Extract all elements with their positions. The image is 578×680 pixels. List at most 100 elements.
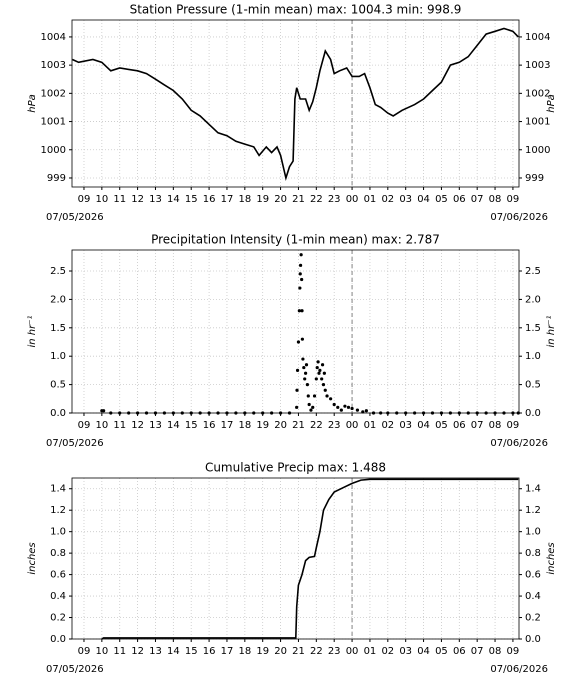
- y-tick-label: 1.0: [525, 527, 541, 538]
- data-point: [379, 411, 383, 415]
- x-tick-label: 14: [167, 194, 180, 205]
- data-point: [439, 411, 444, 415]
- data-point: [457, 411, 461, 415]
- data-point: [315, 365, 319, 370]
- y-tick-label: 999: [525, 173, 544, 184]
- data-point: [361, 410, 365, 414]
- x-tick-label: 18: [238, 646, 251, 657]
- data-point: [180, 411, 184, 415]
- x-tick-label: 13: [149, 194, 162, 205]
- y-tick-label: 1003: [525, 60, 550, 71]
- data-point: [511, 411, 515, 415]
- data-point: [304, 363, 309, 367]
- data-point: [225, 411, 229, 415]
- y-tick-label: 2.0: [50, 294, 66, 305]
- data-point: [305, 383, 309, 387]
- x-tick-label: 11: [113, 646, 126, 657]
- data-point: [109, 411, 113, 415]
- data-point: [350, 406, 354, 411]
- x-tick-label: 16: [203, 194, 216, 205]
- data-point: [364, 409, 368, 413]
- data-point: [300, 277, 304, 282]
- x-tick-label: 03: [399, 646, 412, 657]
- x-tick-label: 02: [381, 194, 394, 205]
- y-axis-label: in hr⁻¹: [27, 315, 38, 347]
- y-tick-label: 2.5: [525, 266, 541, 277]
- x-tick-label: 17: [221, 194, 234, 205]
- x-tick-label: 00: [346, 420, 359, 431]
- date-label: 07/06/2026: [490, 664, 548, 675]
- x-tick-label: 03: [399, 420, 412, 431]
- y-tick-label: 0.8: [525, 548, 541, 559]
- data-point: [171, 411, 175, 415]
- data-point: [312, 394, 317, 398]
- data-point: [296, 340, 301, 344]
- x-tick-label: 02: [381, 646, 394, 657]
- data-point: [316, 360, 320, 364]
- y-tick-label: 1.0: [50, 351, 66, 362]
- data-point: [295, 388, 299, 392]
- x-tick-label: 15: [185, 646, 198, 657]
- x-tick-label: 19: [256, 646, 269, 657]
- x-tick-label: 22: [310, 194, 323, 205]
- data-point: [297, 309, 301, 313]
- x-tick-label: 10: [95, 420, 108, 431]
- data-point: [502, 411, 506, 415]
- data-point: [307, 402, 311, 407]
- data-point: [252, 411, 256, 415]
- data-point: [198, 411, 202, 415]
- data-point: [325, 394, 329, 398]
- x-tick-label: 18: [238, 420, 251, 431]
- data-point: [127, 411, 131, 415]
- x-tick-label: 00: [346, 194, 359, 205]
- x-tick-label: 18: [238, 194, 251, 205]
- data-point: [207, 411, 211, 415]
- y-tick-label: 1.4: [50, 484, 66, 495]
- x-tick-label: 09: [78, 194, 91, 205]
- data-point: [306, 394, 310, 398]
- data-point: [311, 405, 315, 409]
- data-point: [303, 377, 307, 381]
- data-point: [516, 411, 520, 415]
- data-point: [466, 411, 470, 415]
- x-tick-label: 21: [292, 194, 305, 205]
- x-tick-label: 20: [274, 420, 287, 431]
- y-tick-label: 2.0: [525, 294, 541, 305]
- x-tick-label: 13: [149, 646, 162, 657]
- data-point: [320, 363, 325, 367]
- y-tick-label: 1.0: [50, 527, 66, 538]
- x-tick-label: 09: [507, 194, 520, 205]
- data-point: [302, 365, 306, 370]
- data-point: [234, 411, 238, 415]
- data-point: [102, 409, 106, 413]
- y-axis-label: in hr⁻¹: [546, 315, 557, 347]
- x-tick-label: 09: [78, 646, 91, 657]
- date-label: 07/05/2026: [46, 438, 104, 449]
- x-tick-label: 05: [435, 420, 448, 431]
- data-point: [300, 309, 304, 313]
- x-tick-label: 14: [167, 646, 180, 657]
- data-point: [343, 404, 347, 408]
- x-tick-label: 08: [489, 420, 502, 431]
- data-point: [475, 411, 479, 415]
- data-point: [336, 405, 340, 409]
- y-tick-label: 1.4: [525, 484, 541, 495]
- y-tick-label: 0.5: [50, 380, 66, 391]
- data-point: [395, 411, 399, 415]
- x-tick-label: 19: [256, 194, 269, 205]
- data-point: [295, 368, 300, 373]
- data-point: [299, 253, 303, 257]
- data-point: [430, 411, 435, 415]
- x-tick-label: 04: [417, 646, 430, 657]
- x-tick-label: 06: [453, 194, 466, 205]
- data-point: [243, 411, 247, 415]
- data-point: [320, 377, 324, 381]
- data-point: [371, 411, 376, 415]
- data-point: [322, 371, 326, 375]
- y-tick-label: 1.0: [525, 351, 541, 362]
- x-tick-label: 11: [113, 194, 126, 205]
- data-point: [135, 411, 140, 415]
- y-tick-label: 1.5: [525, 323, 541, 334]
- y-tick-label: 0.4: [525, 591, 541, 602]
